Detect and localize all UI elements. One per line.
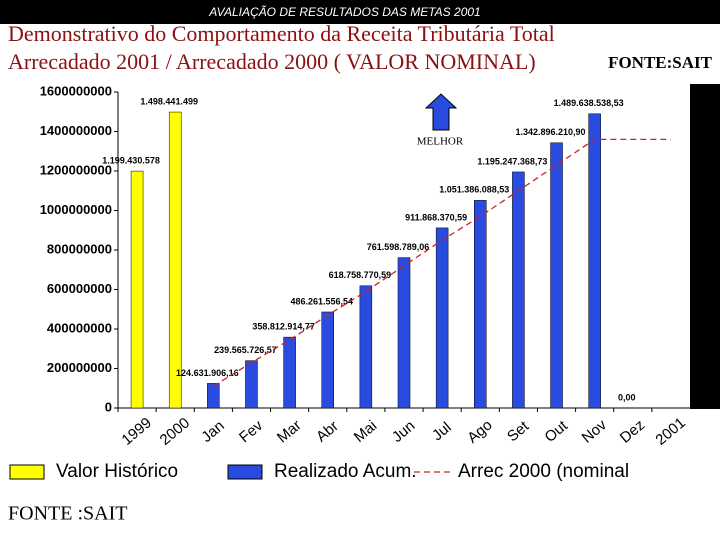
x-tick-label: 2000	[157, 414, 193, 448]
y-tick-label: 1400000000	[40, 123, 112, 138]
bar	[359, 285, 373, 409]
data-label: 124.631.906,16	[176, 368, 239, 378]
bar	[550, 142, 563, 409]
data-label: 0,00	[618, 392, 636, 402]
data-label: 1.051.386.088,53	[439, 185, 509, 195]
annotation: MELHOR	[417, 136, 464, 148]
legend-swatch	[227, 464, 263, 480]
x-tick-label: Fev	[236, 417, 266, 446]
chart-subtitle: Arrecadado 2001 / Arrecadado 2000 ( VALO…	[8, 49, 536, 74]
right-band	[690, 84, 720, 409]
data-label: 239.565.726,57	[214, 345, 277, 355]
bar	[435, 227, 449, 409]
data-label: 486.261.556,54	[290, 296, 353, 306]
y-tick-label: 1200000000	[40, 162, 112, 177]
bar	[321, 311, 334, 409]
data-label: 1.195.247.368,73	[477, 156, 547, 166]
data-label: 1.199.430.578	[102, 155, 160, 165]
bar	[168, 111, 182, 409]
y-tick-label: 200000000	[47, 360, 112, 375]
chart-title: Demonstrativo do Comportamento da Receit…	[8, 21, 555, 46]
y-tick-label: 400000000	[47, 320, 112, 335]
bar	[245, 360, 258, 409]
bar	[397, 257, 411, 409]
y-tick-label: 1600000000	[40, 83, 112, 98]
trend-line	[212, 138, 671, 387]
y-tick-label: 1000000000	[40, 202, 112, 217]
legend-label: Valor Histórico	[56, 461, 178, 482]
bar	[283, 336, 296, 409]
x-tick-label: Dez	[617, 417, 648, 447]
data-label: 358.812.914,77	[252, 322, 315, 332]
data-label: 761.598.789,06	[367, 242, 430, 252]
better-arrow	[424, 93, 458, 131]
legend-label: Arrec 2000 (nominal	[458, 461, 629, 482]
source-top: FONTE:SAIT	[608, 53, 713, 72]
data-label: 911.868.370,59	[405, 212, 467, 222]
bar	[207, 383, 220, 409]
x-tick-label: 1999	[118, 414, 154, 448]
x-tick-label: Mai	[351, 417, 380, 446]
x-tick-label: Nov	[579, 416, 611, 446]
data-label: 618.758.770,59	[329, 270, 392, 280]
y-tick-label: 800000000	[47, 241, 112, 256]
x-tick-label: Jun	[389, 417, 418, 446]
header: AVALIAÇÃO DE RESULTADOS DAS METAS 2001	[208, 5, 480, 19]
legend-label: Realizado Acum.	[274, 461, 417, 482]
y-tick-label: 600000000	[47, 281, 112, 296]
footer-source: FONTE :SAIT	[8, 503, 127, 525]
data-label: 1.489.638.538,53	[554, 98, 624, 108]
x-tick-label: Jan	[198, 417, 227, 446]
data-label: 1.342.896.210,90	[515, 127, 585, 137]
y-tick-label: 0	[105, 399, 112, 414]
bar	[130, 170, 144, 409]
plot: 0 200000000 400000000 600000000 800000000 100…	[40, 83, 690, 449]
x-tick-label: 2001	[652, 414, 688, 448]
bar	[588, 113, 601, 409]
bar	[512, 171, 525, 409]
data-label: 1.498.441.499	[140, 96, 198, 106]
x-tick-label: Set	[504, 417, 533, 445]
x-tick-label: Abr	[313, 418, 342, 446]
x-tick-label: Out	[541, 417, 571, 446]
x-tick-label: Mar	[274, 417, 305, 447]
x-tick-label: Jul	[429, 419, 455, 444]
bar	[474, 200, 487, 409]
header-band	[0, 0, 720, 24]
legend-swatch	[9, 464, 45, 480]
x-tick-label: Ago	[464, 416, 495, 446]
